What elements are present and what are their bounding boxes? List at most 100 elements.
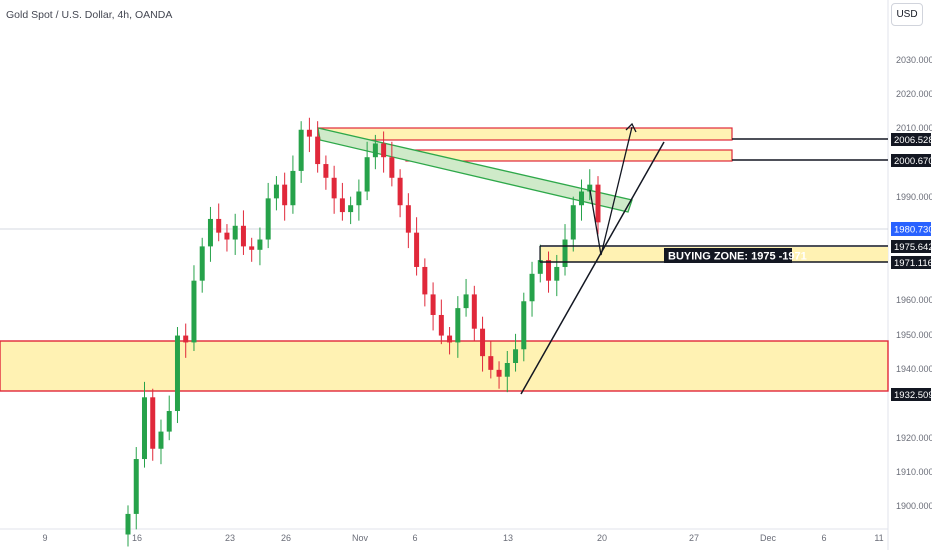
candle-body (282, 184, 288, 206)
candle-body (405, 205, 411, 233)
time-tick: 26 (281, 533, 291, 543)
buying-zone-label: BUYING ZONE: 1975 -1971 (668, 251, 807, 263)
candle-body (414, 232, 420, 267)
candle-body (207, 218, 213, 247)
resistance-zone-upper[interactable] (317, 127, 733, 141)
price-badge-text: 1971.116 (894, 258, 932, 269)
candle-body (150, 397, 156, 449)
projection-arrowhead (625, 122, 637, 133)
projection-path (589, 126, 633, 256)
candle-body (290, 170, 296, 206)
candle-body (422, 266, 428, 295)
candle-body (125, 513, 131, 535)
time-tick: 13 (503, 533, 513, 543)
candles-group (125, 117, 601, 547)
candle-body (513, 349, 519, 363)
time-tick: 27 (689, 533, 699, 543)
candle-body (356, 191, 362, 206)
price-badge-2000 (891, 154, 931, 167)
candle-body (496, 369, 502, 377)
price-badge-1932 (891, 388, 931, 401)
candle-body (339, 198, 345, 213)
candle-body (587, 184, 593, 192)
price-badge-1975 (891, 240, 931, 253)
time-tick: 11 (874, 533, 883, 543)
candle-body (447, 335, 453, 343)
candle-body (438, 314, 444, 336)
candle-body (364, 157, 370, 192)
currency-button[interactable]: USD (891, 3, 923, 26)
price-tick: 1950.000 (896, 330, 932, 340)
time-tick: Dec (760, 533, 777, 543)
current-price-badge (891, 222, 931, 236)
candle-body (199, 246, 205, 281)
candle-body (323, 164, 329, 178)
candle-body (562, 239, 568, 267)
candle-body (430, 294, 436, 315)
candle-body (546, 260, 552, 281)
candle-body (166, 411, 172, 432)
candle-body (191, 280, 197, 343)
price-badge-text: 2006.528 (894, 135, 932, 146)
candle-body (232, 225, 238, 240)
price-tick: 1910.000 (896, 467, 932, 477)
price-axis[interactable]: 2030.000 2020.000 2010.000 1990.000 1960… (896, 55, 932, 511)
time-tick: Nov (352, 533, 369, 543)
candle-body (554, 266, 560, 281)
price-tick: 1990.000 (896, 192, 932, 202)
candle-body (381, 143, 387, 158)
candle-body (397, 177, 403, 206)
support-zone[interactable] (0, 340, 889, 392)
candle-body (504, 363, 510, 377)
time-axis[interactable]: 9 16 23 26 Nov 6 13 20 27 Dec 6 11 (42, 533, 883, 543)
candle-body (463, 294, 469, 309)
current-price-text: 1980.730 (894, 225, 932, 236)
candle-body (141, 397, 147, 460)
candle-body (521, 301, 527, 350)
price-tick: 1960.000 (896, 295, 932, 305)
candle-body (372, 143, 378, 158)
candle-body (570, 205, 576, 240)
chart-title: Gold Spot / U.S. Dollar, 4h, OANDA (6, 9, 173, 21)
candle-body (133, 459, 139, 514)
candle-body (216, 218, 222, 233)
price-tick: 1900.000 (896, 501, 932, 511)
price-tick: 1940.000 (896, 364, 932, 374)
price-tick: 1920.000 (896, 433, 932, 443)
time-tick: 16 (132, 533, 142, 543)
candle-body (174, 335, 180, 412)
price-badge-1971 (891, 256, 931, 269)
price-tick: 2030.000 (896, 55, 932, 65)
candle-body (488, 356, 494, 370)
candle-body (480, 328, 486, 357)
candle-body (306, 129, 312, 137)
price-badge-text: 1975.642 (894, 242, 932, 253)
buying-zone-label-bg (664, 248, 792, 263)
candle-body (455, 308, 461, 343)
time-tick: 20 (597, 533, 607, 543)
candle-body (273, 184, 279, 199)
candle-body (331, 177, 337, 199)
price-tick: 2020.000 (896, 89, 932, 99)
candle-body (240, 225, 246, 247)
time-tick: 6 (412, 533, 417, 543)
candle-body (471, 294, 477, 329)
candle-body (348, 205, 354, 213)
candle-body (183, 335, 189, 343)
candle-body (595, 184, 601, 223)
candle-body (249, 246, 255, 250)
candle-body (389, 157, 395, 178)
candle-body (529, 273, 535, 302)
candle-body (265, 198, 271, 240)
candle-body (257, 239, 263, 250)
price-badge-text: 1932.509 (894, 390, 932, 401)
descending-channel[interactable] (317, 127, 633, 213)
candle-body (158, 431, 164, 449)
price-tick: 2010.000 (896, 123, 932, 133)
ascending-trendline[interactable] (520, 141, 665, 395)
time-tick: 23 (225, 533, 235, 543)
candle-body (537, 260, 543, 274)
price-badge-text: 2000.670 (894, 156, 932, 167)
time-tick: 9 (42, 533, 47, 543)
